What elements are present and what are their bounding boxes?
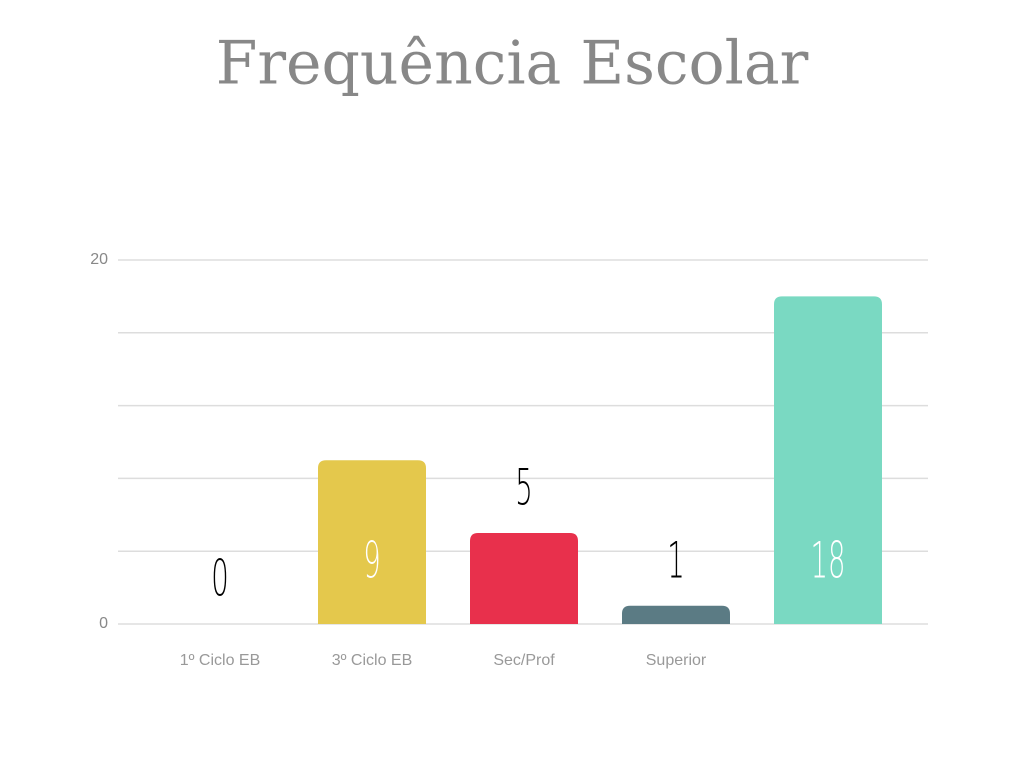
x-tick-label: Superior: [646, 652, 707, 669]
x-tick-label: 1º Ciclo EB: [180, 652, 261, 669]
y-tick-label: 0: [99, 615, 108, 632]
bar: [622, 605, 730, 624]
value-label-group: 1: [667, 532, 684, 590]
value-label: 9: [363, 532, 380, 590]
bar: [470, 533, 578, 624]
chart-title: Frequência Escolar: [216, 29, 809, 99]
value-label: 1: [667, 532, 684, 590]
value-label: 18: [811, 532, 846, 590]
bar: [774, 296, 882, 624]
value-label: 5: [515, 459, 532, 517]
value-label-group: 9: [363, 532, 380, 590]
y-tick-label: 20: [90, 251, 108, 268]
value-label-group: 5: [515, 459, 532, 517]
value-label-group: 0: [211, 550, 228, 608]
value-label-group: 18: [811, 532, 846, 590]
value-label: 0: [211, 550, 228, 608]
x-tick-label: Sec/Prof: [493, 652, 555, 669]
x-tick-label: 3º Ciclo EB: [332, 652, 413, 669]
bar: [318, 460, 426, 624]
